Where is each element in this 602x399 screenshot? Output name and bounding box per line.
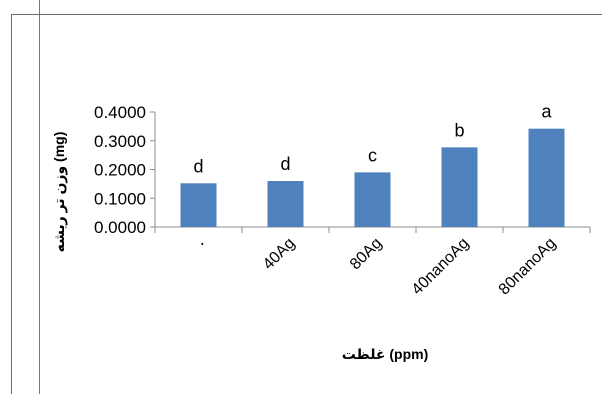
x-tick-label: ٠ <box>193 235 211 253</box>
x-axis-title: غلظت (ppm) <box>342 346 429 362</box>
y-axis-title: وزن تر ریشه (mg) <box>51 132 68 253</box>
y-tick-label: 0.0000 <box>94 218 146 237</box>
bar-data-label: d <box>280 154 290 174</box>
page-margin-line <box>39 0 40 394</box>
bars <box>180 128 565 227</box>
y-axis: 0.0000 0.1000 0.2000 0.3000 0.4000 <box>94 103 156 237</box>
x-axis <box>154 226 591 233</box>
bar-data-label: c <box>368 145 377 165</box>
bar-data-labels: d d c b a <box>193 102 552 177</box>
bar <box>441 147 478 227</box>
bar <box>180 183 217 227</box>
chart-frame-top <box>11 14 602 15</box>
x-tick-label: 40nanoAg <box>409 235 473 299</box>
bar <box>267 181 304 227</box>
chart-frame-left <box>11 14 12 394</box>
bar <box>354 172 391 227</box>
bar-data-label: a <box>541 102 552 122</box>
y-tick-label: 0.4000 <box>94 103 146 122</box>
x-tick-labels: ٠ 40Ag 80Ag 40nanoAg 80nanoAg <box>193 235 559 299</box>
bar <box>528 128 565 227</box>
bar-data-label: d <box>193 156 203 176</box>
x-tick-label: 80Ag <box>347 235 385 273</box>
x-tick-label: 80nanoAg <box>496 235 560 299</box>
bar-data-label: b <box>454 120 464 140</box>
y-tick-label: 0.2000 <box>94 161 146 180</box>
y-tick-label: 0.3000 <box>94 132 146 151</box>
y-tick-label: 0.1000 <box>94 189 146 208</box>
x-tick-label: 40Ag <box>260 235 298 273</box>
